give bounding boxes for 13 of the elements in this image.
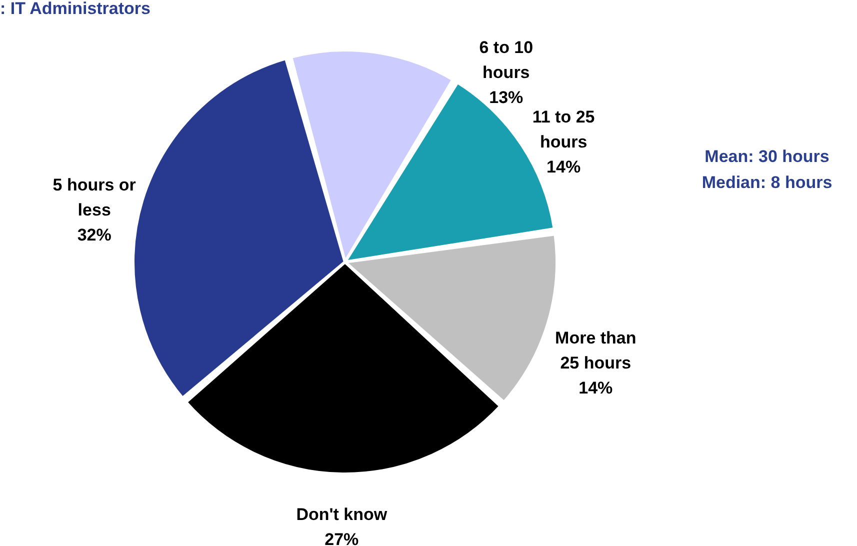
- data-label: 14%: [546, 158, 581, 177]
- chart-title: : IT Administrators: [0, 0, 150, 18]
- data-label: 13%: [489, 88, 524, 107]
- slice-label: 6 to 10 hours: [479, 38, 534, 82]
- slice-label: More than 25 hours: [555, 328, 636, 372]
- data-label: 32%: [77, 226, 112, 245]
- text: Median: 8 hours: [702, 173, 832, 192]
- slice-label: Don't know: [296, 505, 388, 524]
- slice-label: 5 hours or less: [52, 176, 136, 220]
- slice-label: 11 to 25 hours: [532, 108, 595, 152]
- text: Mean: 30 hours: [704, 147, 830, 166]
- data-label: 14%: [578, 378, 613, 398]
- data-label: 27%: [324, 530, 359, 546]
